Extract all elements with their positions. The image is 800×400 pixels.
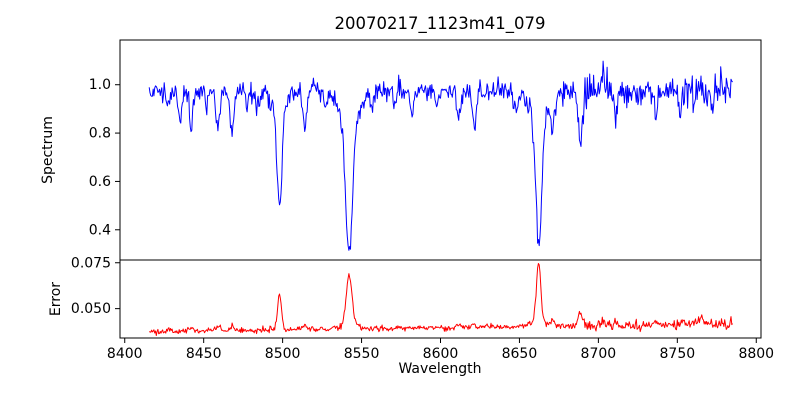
spectrum-line [148,60,733,251]
x-tick-label: 8550 [344,346,380,362]
x-tick-label: 8500 [265,346,301,362]
spectrum-axes-frame [119,39,762,261]
x-tick-label: 8600 [423,346,459,362]
error-y-tick-label: 0.075 [71,255,111,271]
spectrum-y-tick-label: 0.6 [89,174,111,190]
spectrum-y-tick-label: 0.8 [89,126,111,142]
spectrum-y-tick-label: 0.4 [89,222,111,238]
x-tick-label: 8700 [581,346,617,362]
x-axis-label: Wavelength [398,361,482,377]
x-tick-label: 8800 [738,346,774,362]
x-tick-label: 8650 [502,346,538,362]
spectrum-y-tick-label: 1.0 [89,77,111,93]
error-line [149,263,733,336]
x-tick-label: 8450 [186,346,222,362]
x-tick-label: 8400 [107,346,143,362]
x-tick-label: 8750 [660,346,696,362]
error-y-tick-label: 0.050 [71,301,111,317]
chart-title: 20070217_1123m41_079 [334,14,546,33]
